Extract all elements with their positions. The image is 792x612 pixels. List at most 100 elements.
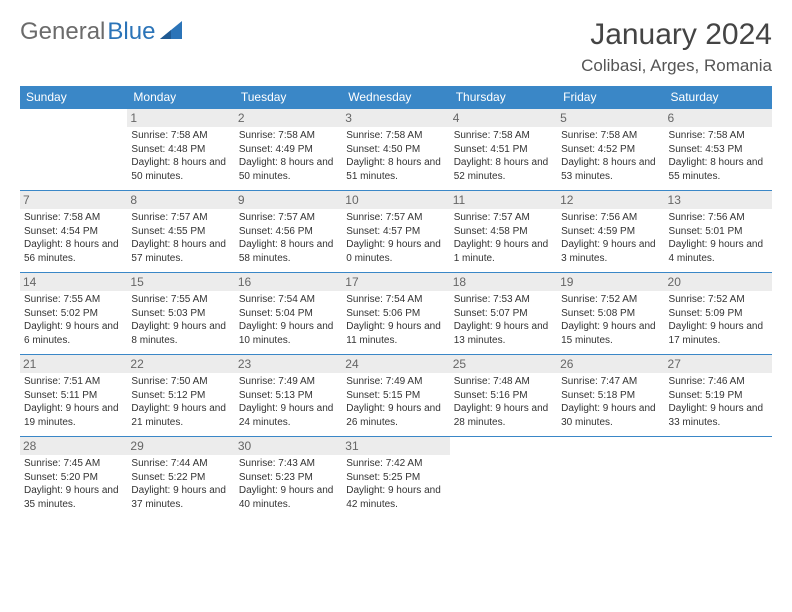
sunset-line: Sunset: 4:55 PM bbox=[131, 225, 230, 239]
logo: GeneralBlue bbox=[20, 18, 182, 46]
day-number: 4 bbox=[450, 109, 557, 127]
sunset-line: Sunset: 5:06 PM bbox=[346, 307, 445, 321]
daylight-line: Daylight: 8 hours and 56 minutes. bbox=[24, 238, 123, 265]
daylight-line: Daylight: 8 hours and 58 minutes. bbox=[239, 238, 338, 265]
sunrise-line: Sunrise: 7:52 AM bbox=[669, 293, 768, 307]
day-number: 9 bbox=[235, 191, 342, 209]
sunrise-line: Sunrise: 7:48 AM bbox=[454, 375, 553, 389]
daylight-line: Daylight: 9 hours and 19 minutes. bbox=[24, 402, 123, 429]
weekday-header: Monday bbox=[127, 86, 234, 109]
logo-triangle-icon bbox=[160, 18, 182, 46]
daylight-line: Daylight: 9 hours and 17 minutes. bbox=[669, 320, 768, 347]
calendar-cell: 5Sunrise: 7:58 AMSunset: 4:52 PMDaylight… bbox=[557, 109, 664, 191]
sunrise-line: Sunrise: 7:43 AM bbox=[239, 457, 338, 471]
daylight-line: Daylight: 9 hours and 37 minutes. bbox=[131, 484, 230, 511]
day-number: 11 bbox=[450, 191, 557, 209]
weekday-header-row: SundayMondayTuesdayWednesdayThursdayFrid… bbox=[20, 86, 772, 109]
sunset-line: Sunset: 5:08 PM bbox=[561, 307, 660, 321]
daylight-line: Daylight: 8 hours and 50 minutes. bbox=[131, 156, 230, 183]
day-number: 17 bbox=[342, 273, 449, 291]
sunset-line: Sunset: 4:53 PM bbox=[669, 143, 768, 157]
sunrise-line: Sunrise: 7:51 AM bbox=[24, 375, 123, 389]
calendar-cell: 27Sunrise: 7:46 AMSunset: 5:19 PMDayligh… bbox=[665, 355, 772, 437]
daylight-line: Daylight: 8 hours and 53 minutes. bbox=[561, 156, 660, 183]
sunrise-line: Sunrise: 7:54 AM bbox=[239, 293, 338, 307]
weekday-header: Sunday bbox=[20, 86, 127, 109]
sunrise-line: Sunrise: 7:57 AM bbox=[346, 211, 445, 225]
calendar-cell: 21Sunrise: 7:51 AMSunset: 5:11 PMDayligh… bbox=[20, 355, 127, 437]
calendar-cell: 16Sunrise: 7:54 AMSunset: 5:04 PMDayligh… bbox=[235, 273, 342, 355]
sunset-line: Sunset: 5:22 PM bbox=[131, 471, 230, 485]
day-number: 16 bbox=[235, 273, 342, 291]
day-number: 20 bbox=[665, 273, 772, 291]
day-number: 24 bbox=[342, 355, 449, 373]
day-number: 19 bbox=[557, 273, 664, 291]
location-text: Colibasi, Arges, Romania bbox=[581, 56, 772, 76]
weekday-header: Tuesday bbox=[235, 86, 342, 109]
sunset-line: Sunset: 5:23 PM bbox=[239, 471, 338, 485]
daylight-line: Daylight: 8 hours and 55 minutes. bbox=[669, 156, 768, 183]
day-number: 22 bbox=[127, 355, 234, 373]
sunset-line: Sunset: 5:15 PM bbox=[346, 389, 445, 403]
weekday-header: Wednesday bbox=[342, 86, 449, 109]
calendar-cell: 15Sunrise: 7:55 AMSunset: 5:03 PMDayligh… bbox=[127, 273, 234, 355]
daylight-line: Daylight: 8 hours and 50 minutes. bbox=[239, 156, 338, 183]
sunset-line: Sunset: 4:51 PM bbox=[454, 143, 553, 157]
sunset-line: Sunset: 5:03 PM bbox=[131, 307, 230, 321]
calendar-cell bbox=[450, 437, 557, 519]
day-number: 10 bbox=[342, 191, 449, 209]
calendar-cell: 1Sunrise: 7:58 AMSunset: 4:48 PMDaylight… bbox=[127, 109, 234, 191]
sunset-line: Sunset: 5:12 PM bbox=[131, 389, 230, 403]
calendar-cell: 26Sunrise: 7:47 AMSunset: 5:18 PMDayligh… bbox=[557, 355, 664, 437]
calendar-cell: 19 Sunrise: 7:52 AMSunset: 5:08 PMDayligh… bbox=[557, 273, 664, 355]
calendar-row: 28Sunrise: 7:45 AMSunset: 5:20 PMDayligh… bbox=[20, 437, 772, 519]
calendar-cell: 25Sunrise: 7:48 AMSunset: 5:16 PMDayligh… bbox=[450, 355, 557, 437]
sunrise-line: Sunrise: 7:58 AM bbox=[24, 211, 123, 225]
daylight-line: Daylight: 9 hours and 26 minutes. bbox=[346, 402, 445, 429]
day-number: 18 bbox=[450, 273, 557, 291]
daylight-line: Daylight: 9 hours and 40 minutes. bbox=[239, 484, 338, 511]
day-number: 31 bbox=[342, 437, 449, 455]
calendar-cell: 12Sunrise: 7:56 AMSunset: 4:59 PMDayligh… bbox=[557, 191, 664, 273]
daylight-line: Daylight: 9 hours and 28 minutes. bbox=[454, 402, 553, 429]
daylight-line: Daylight: 9 hours and 21 minutes. bbox=[131, 402, 230, 429]
sunrise-line: Sunrise: 7:52 AM bbox=[561, 293, 660, 307]
sunrise-line: Sunrise: 7:53 AM bbox=[454, 293, 553, 307]
calendar-cell: 30Sunrise: 7:43 AMSunset: 5:23 PMDayligh… bbox=[235, 437, 342, 519]
daylight-line: Daylight: 9 hours and 4 minutes. bbox=[669, 238, 768, 265]
sunset-line: Sunset: 4:49 PM bbox=[239, 143, 338, 157]
title-block: January 2024 Colibasi, Arges, Romania bbox=[581, 18, 772, 76]
daylight-line: Daylight: 9 hours and 0 minutes. bbox=[346, 238, 445, 265]
day-number: 6 bbox=[665, 109, 772, 127]
sunrise-line: Sunrise: 7:58 AM bbox=[346, 129, 445, 143]
daylight-line: Daylight: 9 hours and 33 minutes. bbox=[669, 402, 768, 429]
day-number: 5 bbox=[557, 109, 664, 127]
sunrise-line: Sunrise: 7:44 AM bbox=[131, 457, 230, 471]
daylight-line: Daylight: 9 hours and 11 minutes. bbox=[346, 320, 445, 347]
sunrise-line: Sunrise: 7:49 AM bbox=[346, 375, 445, 389]
daylight-line: Daylight: 9 hours and 35 minutes. bbox=[24, 484, 123, 511]
daylight-line: Daylight: 9 hours and 15 minutes. bbox=[561, 320, 660, 347]
sunrise-line: Sunrise: 7:58 AM bbox=[239, 129, 338, 143]
daylight-line: Daylight: 9 hours and 10 minutes. bbox=[239, 320, 338, 347]
sunrise-line: Sunrise: 7:58 AM bbox=[131, 129, 230, 143]
calendar-row: 1Sunrise: 7:58 AMSunset: 4:48 PMDaylight… bbox=[20, 109, 772, 191]
day-number: 14 bbox=[20, 273, 127, 291]
calendar-body: 1Sunrise: 7:58 AMSunset: 4:48 PMDaylight… bbox=[20, 109, 772, 519]
sunset-line: Sunset: 4:54 PM bbox=[24, 225, 123, 239]
calendar-cell bbox=[557, 437, 664, 519]
day-number: 27 bbox=[665, 355, 772, 373]
sunset-line: Sunset: 5:16 PM bbox=[454, 389, 553, 403]
day-number: 3 bbox=[342, 109, 449, 127]
day-number: 21 bbox=[20, 355, 127, 373]
sunrise-line: Sunrise: 7:50 AM bbox=[131, 375, 230, 389]
sunrise-line: Sunrise: 7:56 AM bbox=[561, 211, 660, 225]
sunrise-line: Sunrise: 7:58 AM bbox=[454, 129, 553, 143]
sunset-line: Sunset: 4:59 PM bbox=[561, 225, 660, 239]
calendar-row: 14Sunrise: 7:55 AMSunset: 5:02 PMDayligh… bbox=[20, 273, 772, 355]
day-number: 15 bbox=[127, 273, 234, 291]
sunrise-line: Sunrise: 7:54 AM bbox=[346, 293, 445, 307]
sunset-line: Sunset: 5:01 PM bbox=[669, 225, 768, 239]
day-number: 29 bbox=[127, 437, 234, 455]
day-number: 13 bbox=[665, 191, 772, 209]
